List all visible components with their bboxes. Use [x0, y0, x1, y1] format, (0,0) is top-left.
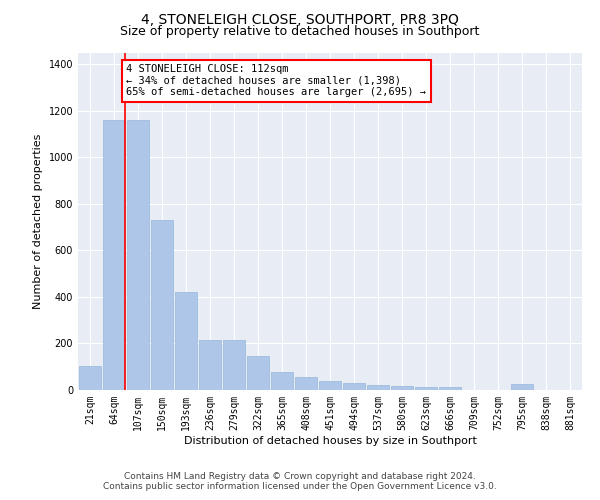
- Bar: [439, 387, 461, 390]
- Bar: [199, 340, 221, 390]
- X-axis label: Distribution of detached houses by size in Southport: Distribution of detached houses by size …: [184, 436, 476, 446]
- Bar: [391, 386, 413, 390]
- Bar: [79, 366, 101, 390]
- Bar: [415, 386, 437, 390]
- Bar: [223, 340, 245, 390]
- Bar: [103, 120, 125, 390]
- Bar: [151, 220, 173, 390]
- Bar: [127, 120, 149, 390]
- Bar: [367, 386, 389, 390]
- Bar: [319, 380, 341, 390]
- Bar: [175, 292, 197, 390]
- Bar: [511, 384, 533, 390]
- Text: 4 STONELEIGH CLOSE: 112sqm
← 34% of detached houses are smaller (1,398)
65% of s: 4 STONELEIGH CLOSE: 112sqm ← 34% of deta…: [127, 64, 427, 98]
- Y-axis label: Number of detached properties: Number of detached properties: [33, 134, 43, 309]
- Text: Size of property relative to detached houses in Southport: Size of property relative to detached ho…: [121, 25, 479, 38]
- Text: 4, STONELEIGH CLOSE, SOUTHPORT, PR8 3PQ: 4, STONELEIGH CLOSE, SOUTHPORT, PR8 3PQ: [141, 12, 459, 26]
- Text: Contains HM Land Registry data © Crown copyright and database right 2024.
Contai: Contains HM Land Registry data © Crown c…: [103, 472, 497, 491]
- Bar: [295, 377, 317, 390]
- Bar: [247, 356, 269, 390]
- Bar: [343, 384, 365, 390]
- Bar: [271, 372, 293, 390]
